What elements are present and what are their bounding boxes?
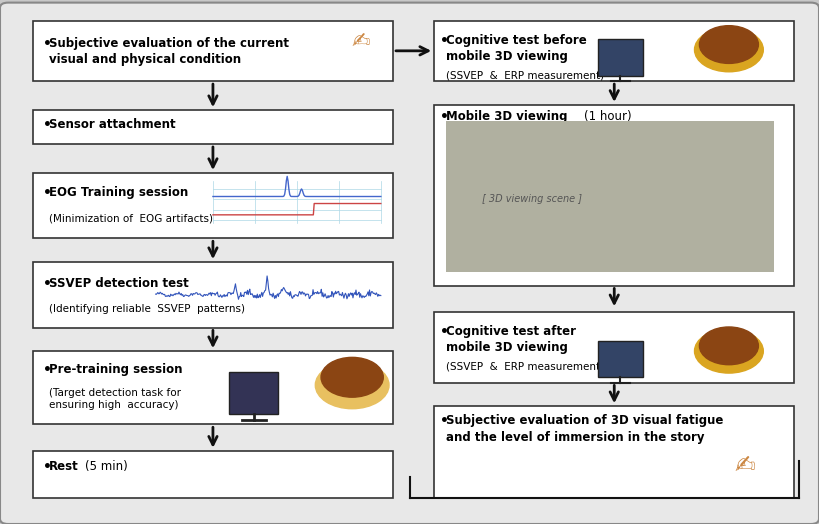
Text: Rest: Rest: [49, 460, 79, 473]
Text: •: •: [43, 37, 52, 51]
FancyBboxPatch shape: [0, 3, 819, 524]
Text: [ 3D viewing scene ]: [ 3D viewing scene ]: [482, 194, 582, 204]
Text: EOG Training session: EOG Training session: [49, 186, 188, 199]
Text: Mobile 3D viewing: Mobile 3D viewing: [446, 110, 568, 123]
Circle shape: [695, 329, 763, 373]
Circle shape: [699, 327, 758, 365]
Text: (SSVEP  &  ERP measurement): (SSVEP & ERP measurement): [446, 362, 604, 372]
Text: •: •: [43, 118, 52, 132]
Text: (1 hour): (1 hour): [584, 110, 631, 123]
Circle shape: [321, 357, 383, 397]
FancyBboxPatch shape: [33, 451, 393, 498]
Text: (Identifying reliable  SSVEP  patterns): (Identifying reliable SSVEP patterns): [49, 304, 245, 314]
FancyBboxPatch shape: [33, 351, 393, 424]
Text: •: •: [440, 414, 449, 428]
FancyBboxPatch shape: [229, 372, 278, 414]
FancyBboxPatch shape: [33, 110, 393, 144]
Text: ✍: ✍: [735, 454, 756, 478]
Text: Cognitive test after
mobile 3D viewing: Cognitive test after mobile 3D viewing: [446, 325, 577, 354]
FancyBboxPatch shape: [33, 262, 393, 328]
FancyBboxPatch shape: [434, 105, 794, 286]
Text: •: •: [440, 34, 449, 48]
Text: (Target detection task for
ensuring high  accuracy): (Target detection task for ensuring high…: [49, 388, 181, 410]
Text: Subjective evaluation of the current
visual and physical condition: Subjective evaluation of the current vis…: [49, 37, 289, 66]
Text: Pre-training session: Pre-training session: [49, 363, 183, 376]
Text: Subjective evaluation of 3D visual fatigue
and the level of immersion in the sto: Subjective evaluation of 3D visual fatig…: [446, 414, 724, 444]
Text: (Minimization of  EOG artifacts): (Minimization of EOG artifacts): [49, 213, 213, 223]
FancyBboxPatch shape: [33, 21, 393, 81]
Text: Cognitive test before
mobile 3D viewing: Cognitive test before mobile 3D viewing: [446, 34, 587, 63]
FancyBboxPatch shape: [434, 312, 794, 383]
Text: •: •: [43, 460, 52, 474]
Text: (SSVEP  &  ERP measurement): (SSVEP & ERP measurement): [446, 71, 604, 81]
Text: •: •: [440, 110, 449, 124]
FancyBboxPatch shape: [33, 173, 393, 238]
Text: •: •: [440, 325, 449, 339]
Text: (5 min): (5 min): [85, 460, 128, 473]
FancyBboxPatch shape: [598, 39, 643, 76]
Text: •: •: [43, 186, 52, 200]
Circle shape: [699, 26, 758, 63]
Circle shape: [315, 362, 389, 409]
Text: •: •: [43, 363, 52, 377]
Text: ✍: ✍: [351, 32, 369, 52]
Text: •: •: [43, 277, 52, 291]
Text: Sensor attachment: Sensor attachment: [49, 118, 176, 131]
Circle shape: [695, 28, 763, 72]
FancyBboxPatch shape: [598, 341, 643, 377]
FancyBboxPatch shape: [434, 406, 794, 498]
Text: SSVEP detection test: SSVEP detection test: [49, 277, 189, 290]
FancyBboxPatch shape: [434, 21, 794, 81]
FancyBboxPatch shape: [446, 121, 774, 272]
